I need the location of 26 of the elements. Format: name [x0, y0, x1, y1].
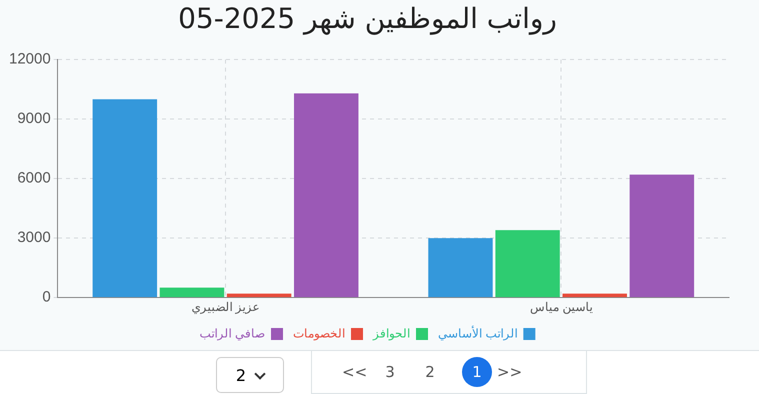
bar: [160, 288, 224, 298]
text: >>: [497, 362, 522, 383]
page-size-select: 2: [216, 357, 284, 393]
y-tick-label: 6000: [17, 170, 51, 187]
text: 2: [424, 362, 436, 383]
bar: [495, 230, 560, 298]
y-tick-label: 9000: [17, 110, 51, 128]
legend-label: الخصومات: [293, 326, 345, 340]
bar: [226, 294, 292, 298]
text: 3: [384, 362, 396, 383]
legend-label: الحوافز: [372, 326, 410, 340]
legend-label: الراتب الأساسي: [438, 325, 518, 340]
legend-label: صافي الراتب: [200, 326, 265, 340]
chart-title: رواتب الموظفين شهر 2025-05: [178, 2, 557, 36]
bar: [562, 294, 627, 298]
text: 1: [462, 357, 492, 387]
text: <<: [342, 362, 368, 383]
x-tick-label: عزيز الضبيري: [191, 300, 260, 314]
bar: [428, 238, 493, 298]
x-tick-label: ياسين مياس: [530, 300, 592, 314]
bar: [630, 174, 694, 298]
bar: [294, 93, 358, 298]
y-tick-label: 0: [42, 288, 51, 306]
y-tick-label: 12000: [8, 50, 51, 68]
y-tick-label: 3000: [17, 229, 51, 246]
bar: [92, 99, 158, 298]
